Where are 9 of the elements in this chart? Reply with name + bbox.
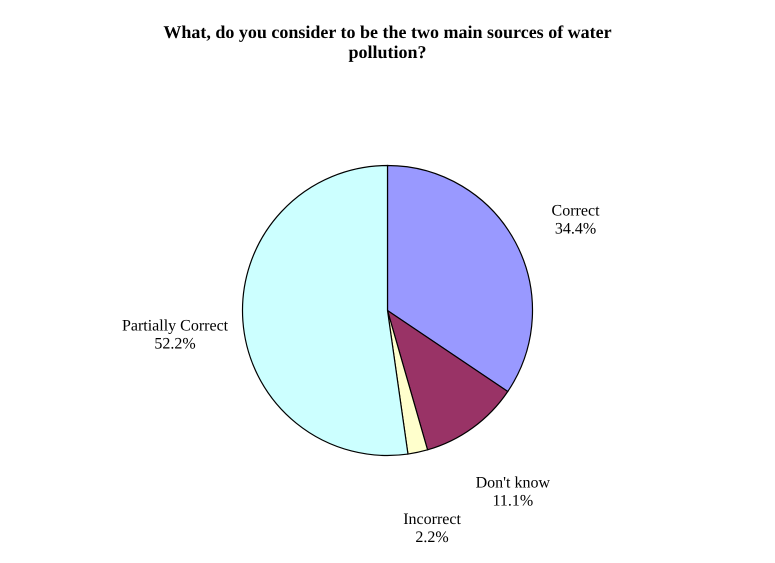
slice-label: Partially Correct [122, 318, 229, 335]
chart-title: What, do you consider to be the two main sources of water pollution? [163, 22, 612, 62]
slice-label: Don't know [476, 474, 550, 492]
slice-label: Incorrect [403, 510, 462, 528]
data-label: 2.2% [415, 528, 449, 546]
data-label: 52.2% [154, 336, 196, 353]
data-label: 11.1% [492, 492, 534, 510]
data-label: 34.4% [554, 220, 596, 238]
slice-label: Correct [552, 202, 600, 220]
